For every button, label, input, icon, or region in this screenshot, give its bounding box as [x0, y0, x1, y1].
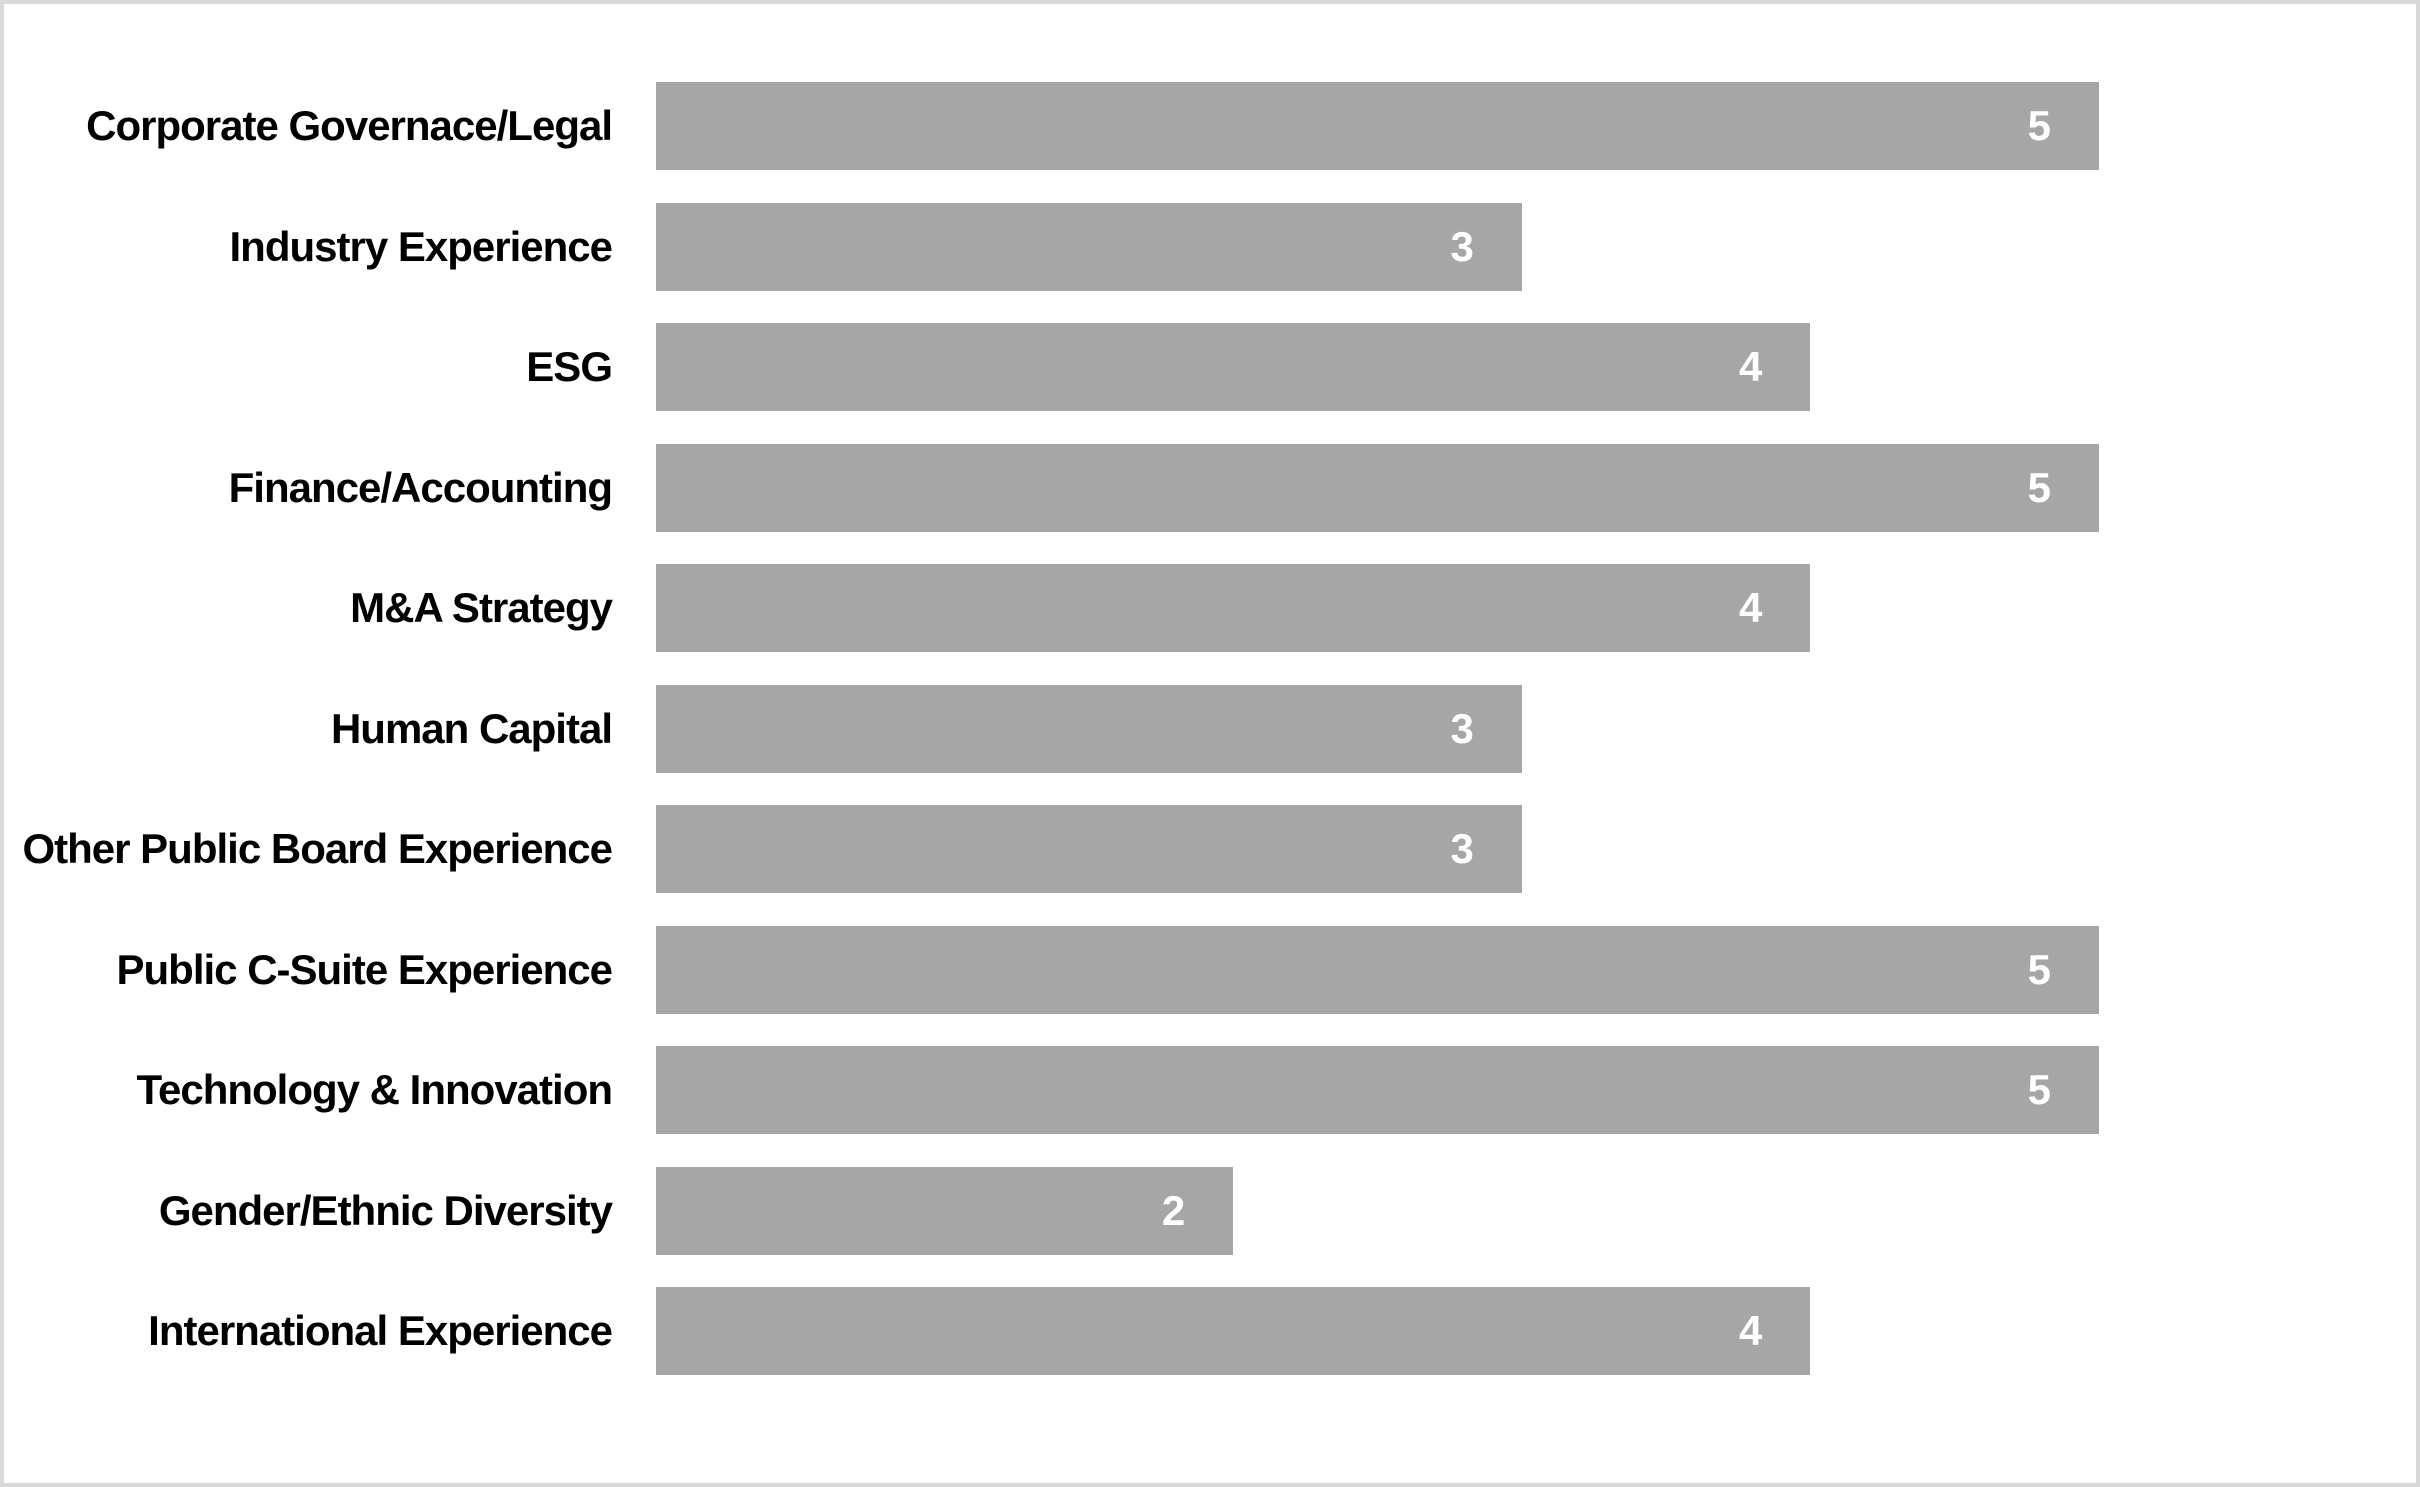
bar: 3: [656, 805, 1522, 893]
chart-row: Corporate Governace/Legal 5: [4, 82, 2416, 170]
bar: 4: [656, 564, 1811, 652]
category-label: Industry Experience: [229, 222, 613, 270]
chart-row: Industry Experience 3: [4, 202, 2416, 291]
category-label: ESG: [526, 343, 613, 390]
bar: 5: [656, 443, 2099, 532]
bar: 2: [656, 1166, 1234, 1255]
bar-track: 4: [656, 564, 2099, 652]
bar-track: 4: [656, 1287, 2099, 1375]
bar-track: 5: [656, 82, 2099, 170]
bar: 4: [656, 1287, 1811, 1375]
value-label: 5: [2027, 1066, 2051, 1113]
category-label: Gender/Ethnic Diversity: [158, 1186, 613, 1234]
bar-track: 2: [656, 1166, 2099, 1255]
bar-track: 4: [656, 323, 2099, 411]
bar-track: 3: [656, 805, 2099, 893]
bar: 5: [656, 1046, 2099, 1134]
category-label: International Experience: [148, 1307, 613, 1354]
bar-chart: Corporate Governace/Legal 5 Industry Exp…: [4, 82, 2416, 1375]
bar: 5: [656, 925, 2099, 1014]
category-label: Finance/Accounting: [228, 463, 613, 511]
value-label: 4: [1739, 343, 1763, 390]
category-label: M&A Strategy: [350, 584, 613, 631]
category-label: Other Public Board Experience: [22, 825, 613, 872]
bar: 3: [656, 684, 1522, 773]
value-label: 5: [2027, 102, 2051, 149]
value-label: 3: [1450, 222, 1474, 270]
value-label: 3: [1450, 825, 1474, 872]
chart-row: Finance/Accounting 5: [4, 443, 2416, 532]
chart-row: Technology & Innovation 5: [4, 1046, 2416, 1134]
bar-track: 3: [656, 684, 2099, 773]
bar-track: 5: [656, 1046, 2099, 1134]
value-label: 2: [1161, 1186, 1186, 1234]
chart-row: M&A Strategy 4: [4, 564, 2416, 652]
value-label: 4: [1739, 584, 1763, 631]
bar: 5: [656, 82, 2099, 170]
value-label: 5: [2027, 945, 2051, 993]
chart-row: International Experience 4: [4, 1287, 2416, 1375]
chart-row: ESG 4: [4, 323, 2416, 411]
value-label: 5: [2027, 463, 2051, 511]
chart-row: Human Capital 3: [4, 684, 2416, 773]
category-label: Corporate Governace/Legal: [86, 102, 613, 149]
bar: 4: [656, 323, 1811, 411]
bar: 3: [656, 202, 1522, 291]
value-label: 4: [1739, 1307, 1763, 1354]
category-label: Technology & Innovation: [136, 1066, 613, 1113]
value-label: 3: [1450, 704, 1474, 752]
category-label: Human Capital: [330, 704, 613, 752]
chart-row: Gender/Ethnic Diversity 2: [4, 1166, 2416, 1255]
category-label: Public C-Suite Experience: [116, 945, 614, 993]
bar-track: 3: [656, 202, 2099, 291]
bar-track: 5: [656, 925, 2099, 1014]
chart-row: Other Public Board Experience 3: [4, 805, 2416, 893]
chart-row: Public C-Suite Experience 5: [4, 925, 2416, 1014]
bar-track: 5: [656, 443, 2099, 532]
